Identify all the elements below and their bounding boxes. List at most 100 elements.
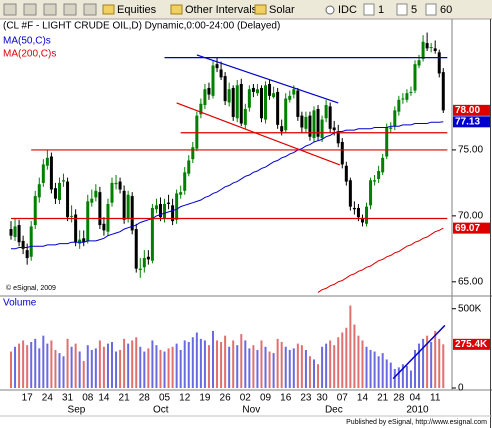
volume-bar <box>232 340 235 388</box>
volume-bar <box>361 340 364 388</box>
volume-bar <box>357 335 360 388</box>
candle-body <box>304 116 308 129</box>
volume-bar <box>228 346 231 388</box>
toolbar-item[interactable]: Equities <box>117 4 157 16</box>
x-tick-label: 05 <box>159 393 171 404</box>
candle-body <box>49 156 53 190</box>
value-label: 69.07 <box>455 223 480 234</box>
candle-body <box>409 91 413 93</box>
candle-body <box>243 109 247 125</box>
volume-bar <box>401 364 404 388</box>
x-tick-label: 08 <box>82 393 94 404</box>
toolbar-item[interactable]: 1 <box>378 4 384 16</box>
volume-pane <box>10 305 446 388</box>
volume-bar <box>78 351 81 388</box>
folder-icon <box>254 4 267 15</box>
candle-body <box>429 47 433 49</box>
x-tick-label: 24 <box>42 393 54 404</box>
trendline <box>176 102 341 166</box>
candle-body <box>373 180 377 182</box>
folder-icon <box>170 4 183 15</box>
volume-bar <box>82 361 85 388</box>
toolbar-icon[interactable] <box>43 3 57 16</box>
x-group-label: Nov <box>242 405 260 416</box>
volume-bar <box>22 340 25 388</box>
candle-body <box>251 87 255 92</box>
volume-bar <box>304 349 307 388</box>
folder-icon <box>102 4 115 15</box>
candle-body <box>106 203 110 232</box>
x-tick-label: 14 <box>98 393 110 404</box>
toolbar-icon[interactable] <box>23 3 37 16</box>
candle-body <box>417 60 421 66</box>
x-tick-label: 07 <box>337 393 349 404</box>
toolbar-item[interactable]: Other Intervals <box>185 4 258 16</box>
volume-bar <box>167 348 170 388</box>
volume-bar <box>252 345 255 388</box>
candle-body <box>183 172 187 191</box>
candle-body <box>195 115 199 149</box>
candle-body <box>102 223 106 231</box>
toolbar-icon[interactable] <box>63 3 77 16</box>
volume-bar <box>381 353 384 388</box>
x-tick-label: 14 <box>357 393 369 404</box>
volume-bar <box>438 338 441 388</box>
volume-bar <box>260 340 263 388</box>
candle-body <box>171 205 175 222</box>
x-tick-label: 26 <box>220 393 232 404</box>
candle-body <box>154 205 158 210</box>
value-box <box>453 338 490 350</box>
candle-body <box>336 131 340 144</box>
candle-body <box>78 239 82 244</box>
volume-bar <box>292 348 295 388</box>
candle-body <box>235 85 239 119</box>
value-box <box>453 104 490 116</box>
candle-body <box>142 258 146 268</box>
candle-body <box>259 87 263 119</box>
candle-body <box>191 147 195 160</box>
toolbar-item[interactable]: IDC <box>338 4 357 16</box>
candle-body <box>272 93 276 98</box>
toolbar-icon[interactable] <box>3 3 17 16</box>
candle-body <box>33 196 37 226</box>
toolbar-icon[interactable] <box>83 3 97 16</box>
x-tick-label: 17 <box>22 393 34 404</box>
volume-bar <box>199 338 202 388</box>
volume-bar <box>26 345 29 388</box>
volume-bar <box>308 356 311 388</box>
volume-bar <box>284 346 287 388</box>
volume-bar <box>393 368 396 388</box>
volume-bar <box>102 346 105 388</box>
y-tick-label: 75.00 <box>458 145 483 156</box>
candle-body <box>126 194 130 219</box>
x-group-label: Oct <box>153 405 169 416</box>
candle-body <box>134 229 138 269</box>
candle-body <box>130 196 134 231</box>
volume-bar <box>34 338 37 388</box>
x-group-label: Dec <box>325 405 343 416</box>
candle-body <box>114 182 118 185</box>
toolbar-item[interactable]: 5 <box>411 4 417 16</box>
volume-bar <box>409 370 412 388</box>
volume-bar <box>155 345 158 388</box>
candle-body <box>308 115 312 137</box>
volume-bar <box>135 337 138 388</box>
volume-bar <box>321 346 324 388</box>
volume-bar <box>405 365 408 388</box>
toolbar-item[interactable]: 60 <box>440 4 452 16</box>
candle-body <box>284 98 288 131</box>
volume-bar <box>377 356 380 388</box>
volume-bar <box>422 338 425 388</box>
volume-bar <box>264 346 267 388</box>
x-tick-label: 28 <box>139 393 151 404</box>
volume-bar <box>10 351 12 388</box>
volume-bar <box>212 330 214 388</box>
volume-bar <box>244 340 247 388</box>
candle-body <box>296 90 300 117</box>
volume-bar <box>18 343 21 388</box>
moving-average <box>317 227 444 293</box>
toolbar-item[interactable]: Solar <box>269 4 295 16</box>
candle-body <box>158 203 162 218</box>
volume-bar <box>94 348 97 388</box>
